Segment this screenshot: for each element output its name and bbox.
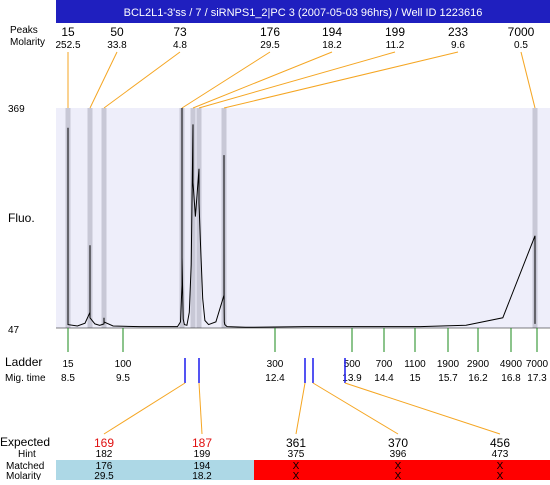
expected-connector (344, 382, 501, 435)
peak-molarity: 18.2 (322, 40, 342, 51)
ladder-size: 2900 (467, 359, 490, 370)
ladder-label: Ladder (5, 355, 42, 369)
peak-band (87, 108, 93, 328)
expected-size: 370 (388, 436, 408, 450)
plot-area (56, 108, 550, 328)
chart-title: BCL2L1-3'ss / 7 / siRNPS1_2|PC 3 (2007-0… (124, 7, 483, 19)
hint-size: 199 (194, 449, 211, 460)
match-status-bars (56, 460, 550, 480)
ladder-time: 15.7 (438, 373, 458, 384)
hint-size: 182 (96, 449, 113, 460)
matched-molarity: X (395, 471, 402, 480)
ladder-size: 500 (344, 359, 361, 370)
expected-markers (103, 358, 501, 435)
peaks-header-label: Peaks (10, 25, 38, 36)
expected-connector (295, 382, 306, 435)
peak-molarity: 9.6 (451, 40, 465, 51)
matched-size: X (293, 461, 300, 472)
peak-connector (223, 51, 459, 109)
peak-size: 194 (322, 25, 342, 39)
ladder-time: 8.5 (61, 373, 75, 384)
ladder-time: 16.2 (468, 373, 488, 384)
ladder-size: 7000 (526, 359, 549, 370)
expected-molarity-label: Molarity (6, 471, 41, 480)
peak-connector (192, 51, 333, 109)
peak-size: 233 (448, 25, 468, 39)
ladder-size: 4900 (500, 359, 523, 370)
matched-molarity: 18.2 (192, 471, 212, 480)
peak-molarity: 0.5 (514, 40, 528, 51)
peak-connector (198, 51, 396, 109)
peak-molarity: 33.8 (107, 40, 127, 51)
ladder-size: 300 (267, 359, 284, 370)
peak-size: 15 (61, 25, 75, 39)
peak-molarity: 11.2 (386, 40, 405, 51)
ladder-scale: 15 8.5 100 9.5 300 12.4 500 13.9 700 14.4 1100 15 19… (61, 328, 549, 384)
ladder-time: 14.4 (374, 373, 394, 384)
matched-size: X (395, 461, 402, 472)
ladder-time: 17.3 (527, 373, 547, 384)
y-tick-bottom: 47 (8, 325, 20, 336)
peak-band (532, 108, 538, 328)
peak-connector (520, 51, 536, 109)
matched-bar (56, 460, 254, 480)
expected-connector (103, 382, 186, 435)
peak-band (101, 108, 107, 328)
peak-connector (89, 51, 118, 109)
migration-time-label: Mig. time (5, 373, 46, 384)
expected-size: 187 (192, 436, 212, 450)
title-bar (56, 0, 550, 23)
peak-molarity: 4.8 (173, 40, 187, 51)
y-tick-top: 369 (8, 104, 25, 115)
expected-connector (198, 382, 203, 435)
peak-size: 50 (110, 25, 124, 39)
ladder-time: 16.8 (501, 373, 521, 384)
peak-connector (181, 51, 271, 109)
matched-molarity: X (293, 471, 300, 480)
peak-size: 73 (173, 25, 187, 39)
ladder-time: 9.5 (116, 373, 130, 384)
ladder-size: 700 (376, 359, 393, 370)
peak-connector (103, 51, 181, 109)
peak-molarity: 252.5 (55, 40, 80, 51)
ladder-size: 100 (115, 359, 132, 370)
ladder-size: 1900 (437, 359, 460, 370)
hint-label: Hint (18, 449, 36, 460)
expected-size: 169 (94, 436, 114, 450)
expected-size: 456 (490, 436, 510, 450)
expected-label: Expected (0, 435, 50, 449)
expected-table: 16918217629.518719919418.2361375XX370396… (94, 436, 510, 482)
ladder-time: 15 (409, 373, 421, 384)
hint-size: 375 (288, 449, 305, 460)
ladder-size: 1100 (404, 359, 426, 370)
matched-molarity: X (497, 471, 504, 480)
peak-band (190, 108, 196, 328)
hint-size: 396 (390, 449, 407, 460)
peak-molarity: 29.5 (260, 40, 280, 51)
peak-connectors (67, 51, 536, 109)
molarity-header-label: Molarity (10, 37, 45, 48)
y-axis-label: Fluo. (8, 211, 35, 225)
ladder-time: 12.4 (265, 373, 285, 384)
hint-size: 473 (492, 449, 509, 460)
matched-label: Matched (6, 461, 44, 472)
matched-size: X (497, 461, 504, 472)
unmatched-bar (254, 460, 550, 480)
peak-band (196, 108, 202, 328)
expected-size: 361 (286, 436, 306, 450)
matched-size: 176 (96, 461, 113, 472)
matched-size: 194 (194, 461, 211, 472)
matched-molarity: 29.5 (94, 471, 114, 480)
peak-size: 7000 (508, 25, 535, 39)
peak-size: 176 (260, 25, 280, 39)
ladder-time: 13.9 (342, 373, 362, 384)
fluorescence-trace (67, 108, 536, 328)
expected-connector (312, 382, 399, 435)
ladder-size: 15 (62, 359, 74, 370)
peak-size: 199 (385, 25, 405, 39)
